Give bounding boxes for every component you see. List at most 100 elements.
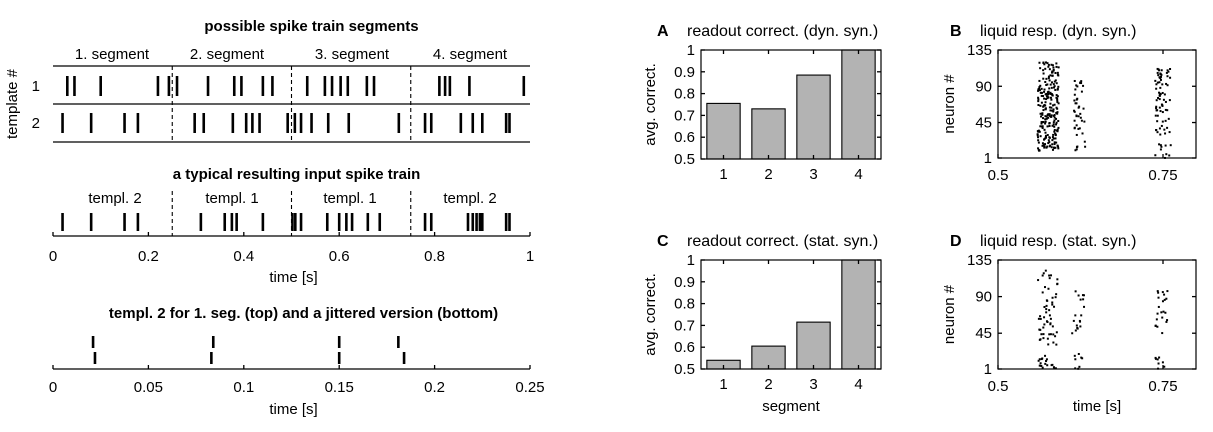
spike-dot [1161, 300, 1164, 303]
spike-dot [1161, 316, 1164, 319]
spike-dot [1155, 318, 1158, 321]
spike-dot [1159, 133, 1162, 136]
spike-dot [1055, 94, 1058, 97]
spike-dot [1050, 109, 1053, 112]
spike-dot [1045, 83, 1048, 86]
spike-dot [1159, 86, 1162, 89]
spike-dot [1168, 99, 1171, 102]
spike-dot [1056, 97, 1059, 100]
spike-dot [1082, 298, 1085, 301]
spike-dot [1076, 97, 1079, 100]
segment-label: 3. segment [315, 46, 390, 63]
spike-dot [1156, 81, 1159, 84]
y-tick-label: 1 [984, 361, 992, 378]
spike-dot [1043, 128, 1046, 131]
spike-dot [1044, 120, 1047, 123]
spike-dot [1164, 119, 1167, 122]
x-tick-label: 2 [764, 376, 772, 393]
spike-dot [1076, 85, 1079, 88]
spike-dot [1160, 145, 1163, 148]
x-tick-label: 0.75 [1148, 378, 1177, 395]
spike-dot [1045, 299, 1048, 302]
spike-dot [1045, 308, 1048, 311]
spike-dot [1045, 360, 1048, 363]
spike-dot [1039, 91, 1042, 94]
spike-dot [1052, 66, 1055, 69]
spike-dot [1169, 67, 1172, 70]
spike-dot [1038, 364, 1041, 367]
spike-dot [1044, 67, 1047, 70]
spike-dot [1073, 127, 1076, 130]
spike-dot [1043, 146, 1046, 149]
spike-dot [1036, 133, 1039, 136]
spike-dot [1057, 102, 1060, 105]
spike-dot [1044, 80, 1047, 83]
spike-dot [1156, 290, 1159, 293]
spike-dot [1057, 147, 1060, 150]
spike-dot [1052, 123, 1055, 126]
spike-dot [1050, 114, 1053, 117]
spike-dot [1048, 114, 1051, 117]
spike-dot [1042, 144, 1045, 147]
x-tick-label: 0.05 [134, 379, 163, 396]
spike-dot [1042, 77, 1045, 80]
spike-dot [1052, 108, 1055, 111]
axis-label-x: segment [762, 398, 820, 415]
spike-dot [1036, 134, 1039, 137]
y-tick-label: 0.7 [674, 107, 695, 124]
x-tick-label: 0.5 [988, 378, 1009, 395]
spike-dot [1044, 354, 1047, 357]
y-tick-label: 0.9 [674, 64, 695, 81]
spike-dot [1039, 315, 1042, 318]
spike-dot [1048, 79, 1051, 82]
spike-dot [1156, 131, 1159, 134]
y-tick-label: 1 [687, 252, 695, 269]
spike-dot [1081, 132, 1084, 135]
spike-dot [1046, 125, 1049, 128]
spike-dot [1052, 104, 1055, 107]
spike-dot [1042, 117, 1045, 120]
spike-dot [1157, 74, 1160, 77]
panel-letter: A [657, 23, 669, 40]
spike-dot [1043, 316, 1046, 319]
spike-dot [1158, 356, 1161, 359]
spike-dot [1056, 130, 1059, 133]
spike-dot [1041, 113, 1044, 116]
spike-dot [1083, 305, 1086, 308]
spike-dot [1080, 119, 1083, 122]
spike-dot [1158, 106, 1161, 109]
chart-title: readout correct. (stat. syn.) [687, 233, 878, 250]
spike-dot [1050, 98, 1053, 101]
segment-label: templ. 2 [443, 190, 496, 207]
spike-dot [1054, 79, 1057, 82]
spike-dot [1044, 118, 1047, 121]
axis-label-y: avg. correct. [642, 63, 659, 146]
spike-dot [1072, 319, 1075, 322]
plot-frame [700, 259, 882, 370]
spike-dot [1082, 294, 1085, 297]
spike-dot [1052, 83, 1055, 86]
spike-dot [1045, 358, 1048, 361]
spike-dot [1039, 104, 1042, 107]
spike-dot [1047, 343, 1050, 346]
spike-dot [1079, 298, 1082, 301]
spike-dot [1050, 63, 1053, 66]
spike-dot [1156, 114, 1159, 117]
x-tick-label: 0.15 [325, 379, 354, 396]
spike-dot [1045, 92, 1048, 95]
spike-dot [1049, 96, 1052, 99]
spike-dot [1161, 104, 1164, 107]
spike-dot [1051, 303, 1054, 306]
spike-dot [1078, 365, 1081, 368]
plot-frame [997, 49, 1197, 159]
spike-dot [1158, 91, 1161, 94]
spike-dot [1075, 124, 1078, 127]
spike-dot [1038, 61, 1041, 64]
y-tick-label: 45 [975, 115, 992, 132]
spike-dot [1155, 107, 1158, 110]
spike-dot [1168, 131, 1171, 134]
spike-dot [1073, 119, 1076, 122]
spike-dot [1166, 126, 1169, 129]
spike-dot [1050, 274, 1053, 277]
spike-dot [1037, 89, 1040, 92]
